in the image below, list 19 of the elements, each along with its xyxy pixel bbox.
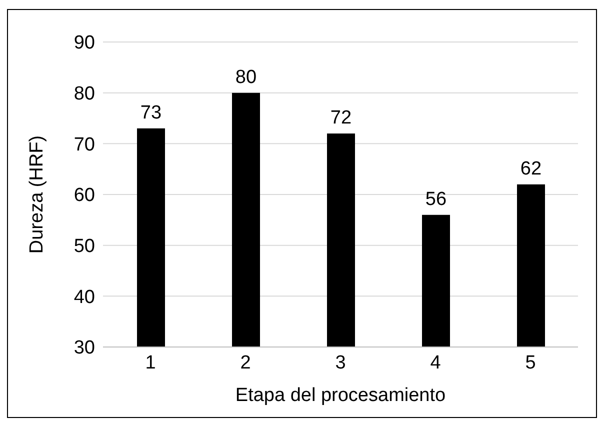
data-label: 72 <box>330 108 352 128</box>
x-tick-label: 3 <box>335 352 346 374</box>
data-label: 62 <box>520 158 542 180</box>
y-axis-title: Dureza (HRF) <box>26 135 48 254</box>
y-tick-label: 40 <box>74 286 95 308</box>
y-tick-label: 50 <box>74 236 95 258</box>
x-tick-label: 1 <box>145 352 156 374</box>
y-tick-label: 60 <box>74 185 95 206</box>
x-tick-label: 2 <box>240 352 251 374</box>
y-tick-label: 70 <box>74 134 95 156</box>
x-tick-label: 5 <box>525 352 536 374</box>
y-tick-label: 30 <box>74 338 95 359</box>
data-label: 73 <box>140 102 162 124</box>
x-axis-title: Etapa del procesamiento <box>235 385 446 406</box>
data-label: 80 <box>235 66 257 88</box>
y-tick-label: 80 <box>74 84 95 105</box>
x-tick-label: 4 <box>430 352 442 374</box>
data-label: 56 <box>425 188 447 210</box>
y-tick-label: 90 <box>74 32 95 54</box>
